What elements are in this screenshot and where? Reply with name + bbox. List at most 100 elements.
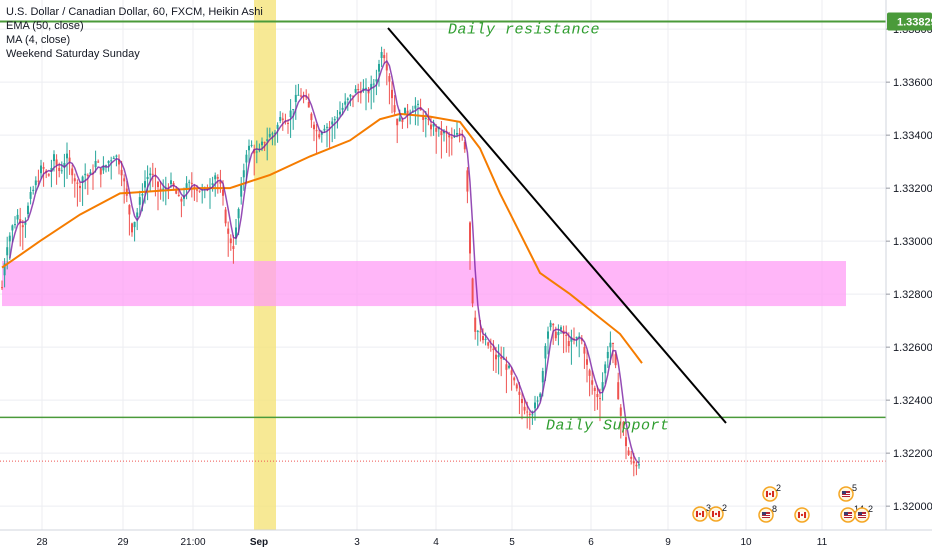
flag-us-icon[interactable]: 8	[758, 504, 777, 523]
heikin-ashi-candles	[1, 46, 640, 477]
flag-ca-icon[interactable]	[794, 507, 810, 523]
candle-body	[471, 278, 474, 304]
candle-body	[424, 117, 427, 119]
candle-body	[102, 166, 105, 171]
candle-body	[97, 161, 100, 163]
price-tick-label: 1.32000	[893, 501, 932, 513]
downtrend-line[interactable]	[387, 27, 727, 424]
candle-body	[391, 89, 393, 99]
time-tick-label: 5	[509, 537, 515, 548]
candle-body	[222, 189, 224, 196]
candle-body	[276, 124, 279, 129]
candle-body	[383, 55, 386, 59]
candle-body	[240, 184, 243, 197]
consolidation-zone[interactable]	[2, 261, 846, 307]
candle-body	[476, 330, 479, 332]
candle-body	[216, 176, 219, 179]
flag-ca-icon[interactable]: 2	[708, 503, 727, 522]
flag-us-ca-icon[interactable]: 3	[692, 503, 711, 522]
candle-body	[536, 400, 539, 402]
ema-50-line	[1, 112, 643, 364]
time-tick-label: 28	[36, 537, 48, 548]
candle-body	[198, 190, 201, 192]
event-count: 2	[776, 483, 781, 493]
candle-body	[549, 322, 552, 328]
candle-body	[266, 139, 269, 141]
candle-body	[333, 119, 336, 121]
candle-body	[526, 411, 529, 413]
candle-body	[27, 205, 29, 215]
candle-body	[606, 351, 609, 359]
price-tick-label: 1.32400	[893, 395, 932, 407]
candle-body	[622, 422, 625, 429]
time-tick-label: 3	[354, 537, 360, 548]
candle-body	[396, 118, 399, 126]
candle-body	[547, 331, 549, 339]
candle-body	[614, 354, 617, 366]
candle-body	[110, 160, 113, 162]
candle-body	[370, 83, 373, 89]
flag-us-icon[interactable]: 2	[854, 504, 873, 523]
candle-body	[79, 185, 81, 189]
candle-body	[50, 167, 53, 172]
weekend-indicator-label[interactable]: Weekend Saturday Sunday	[6, 48, 140, 60]
candle-body	[128, 205, 131, 215]
price-tick-label: 1.33400	[893, 130, 932, 142]
candle-body	[235, 227, 237, 239]
candle-body	[393, 105, 396, 113]
candle-body	[635, 464, 638, 467]
candle-body	[76, 182, 79, 184]
price-tick-label: 1.33200	[893, 183, 932, 195]
current-price-value: 1.33829	[897, 16, 932, 28]
candle-body	[188, 181, 191, 183]
candle-body	[599, 398, 601, 400]
candle-body	[289, 110, 292, 118]
daily-support-label: Daily Support	[546, 417, 670, 434]
candle-body	[73, 178, 76, 182]
candle-body	[357, 89, 360, 91]
candle-body	[21, 225, 24, 228]
candle-body	[487, 342, 490, 346]
current-price-badge: 1.33829	[887, 12, 932, 31]
candle-body	[1, 287, 3, 289]
ma-4-line	[9, 59, 640, 464]
candle-body	[180, 198, 183, 202]
candle-body	[196, 189, 198, 191]
flag-us-ca-icon[interactable]: 2	[762, 483, 781, 502]
candle-body	[638, 464, 640, 466]
ema-indicator-label[interactable]: EMA (50, close)	[6, 20, 84, 32]
candle-body	[398, 117, 401, 122]
candle-body	[149, 173, 152, 176]
candle-body	[575, 336, 578, 339]
candle-body	[479, 331, 482, 333]
flag-us-icon[interactable]: 5	[838, 483, 857, 502]
symbol-title[interactable]: U.S. Dollar / Canadian Dollar, 60, FXCM,…	[6, 6, 263, 18]
candle-body	[16, 214, 19, 220]
candle-body	[510, 370, 513, 375]
candle-body	[375, 79, 378, 82]
candle-body	[151, 173, 154, 175]
candle-body	[138, 197, 141, 205]
candle-body	[339, 111, 341, 115]
price-axis[interactable]: 1.32000 1.32200 1.32400 1.32600 1.32800 1.330…	[886, 24, 932, 513]
candle-body	[591, 380, 594, 385]
candle-body	[593, 387, 596, 391]
economic-events[interactable]: 32285142	[692, 483, 873, 523]
candle-body	[211, 183, 214, 186]
candle-body	[172, 183, 175, 186]
candle-body	[136, 212, 139, 218]
time-axis[interactable]: 28 29 21:00 Sep 3 4 5 6 9 10 11	[36, 537, 827, 548]
candle-body	[617, 382, 620, 400]
candle-body	[237, 208, 240, 219]
candle-body	[513, 377, 516, 381]
event-count: 8	[772, 504, 777, 514]
candle-body	[89, 172, 92, 175]
candle-body	[248, 145, 250, 151]
candle-body	[131, 223, 133, 233]
candle-body	[297, 94, 300, 96]
time-tick-label: 11	[817, 537, 828, 548]
ma-indicator-label[interactable]: MA (4, close)	[6, 34, 71, 46]
candle-body	[242, 170, 245, 178]
candle-body	[557, 332, 560, 336]
